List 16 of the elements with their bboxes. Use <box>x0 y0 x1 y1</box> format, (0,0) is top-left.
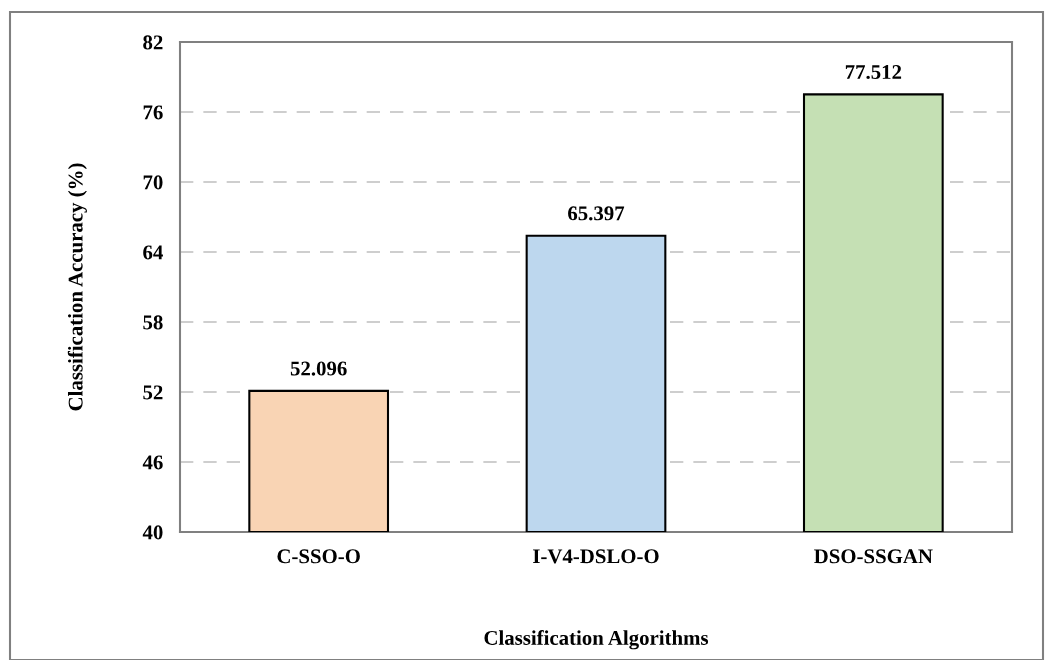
y-tick-label: 40 <box>142 525 163 540</box>
y-tick-label: 52 <box>143 385 163 400</box>
y-axis-title: Classification Accuracy (%) <box>67 163 87 411</box>
data-label: 65.397 <box>568 206 625 221</box>
x-tick-label: I-V4-DSLO-O <box>533 549 659 564</box>
y-tick-label: 70 <box>143 175 163 190</box>
x-axis-title: Classification Algorithms <box>484 630 709 650</box>
x-tick-label: DSO-SSGAN <box>814 549 933 564</box>
y-tick-label: 58 <box>143 315 163 330</box>
x-tick-label: C-SSO-O <box>277 549 360 564</box>
y-tick-label: 64 <box>143 245 163 260</box>
data-label: 77.512 <box>845 65 902 80</box>
data-label: 52.096 <box>290 361 347 376</box>
y-tick-label: 82 <box>143 35 163 50</box>
y-tick-label: 76 <box>143 105 163 120</box>
y-tick-label: 46 <box>142 455 163 470</box>
